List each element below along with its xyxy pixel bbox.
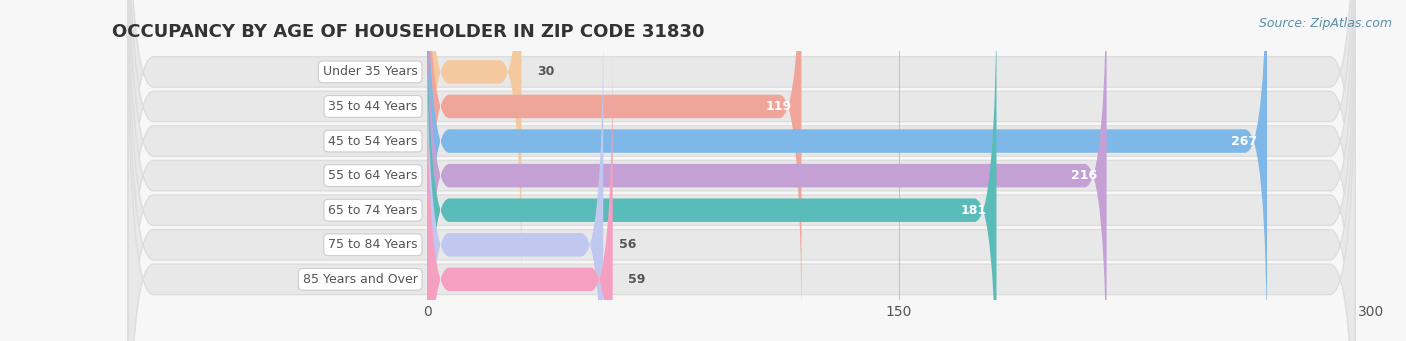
Text: Under 35 Years: Under 35 Years [323, 65, 418, 78]
FancyBboxPatch shape [128, 0, 1355, 341]
Text: 119: 119 [766, 100, 792, 113]
FancyBboxPatch shape [128, 18, 1355, 341]
FancyBboxPatch shape [427, 0, 997, 341]
FancyBboxPatch shape [128, 0, 1355, 341]
Text: OCCUPANCY BY AGE OF HOUSEHOLDER IN ZIP CODE 31830: OCCUPANCY BY AGE OF HOUSEHOLDER IN ZIP C… [112, 23, 704, 41]
FancyBboxPatch shape [427, 15, 603, 341]
Text: 267: 267 [1232, 135, 1257, 148]
FancyBboxPatch shape [427, 0, 1267, 341]
Text: 65 to 74 Years: 65 to 74 Years [328, 204, 418, 217]
Text: 30: 30 [537, 65, 554, 78]
FancyBboxPatch shape [128, 0, 1355, 341]
FancyBboxPatch shape [427, 0, 1107, 341]
FancyBboxPatch shape [128, 0, 1355, 341]
Text: 59: 59 [628, 273, 645, 286]
FancyBboxPatch shape [128, 0, 1355, 341]
FancyBboxPatch shape [427, 49, 613, 341]
Text: 85 Years and Over: 85 Years and Over [302, 273, 418, 286]
FancyBboxPatch shape [427, 0, 522, 302]
Text: 55 to 64 Years: 55 to 64 Years [328, 169, 418, 182]
Text: Source: ZipAtlas.com: Source: ZipAtlas.com [1258, 17, 1392, 30]
FancyBboxPatch shape [128, 0, 1355, 333]
Text: 75 to 84 Years: 75 to 84 Years [328, 238, 418, 251]
Text: 56: 56 [619, 238, 637, 251]
Text: 216: 216 [1071, 169, 1097, 182]
FancyBboxPatch shape [427, 0, 801, 337]
Text: 45 to 54 Years: 45 to 54 Years [328, 135, 418, 148]
Text: 181: 181 [960, 204, 987, 217]
Text: 35 to 44 Years: 35 to 44 Years [329, 100, 418, 113]
